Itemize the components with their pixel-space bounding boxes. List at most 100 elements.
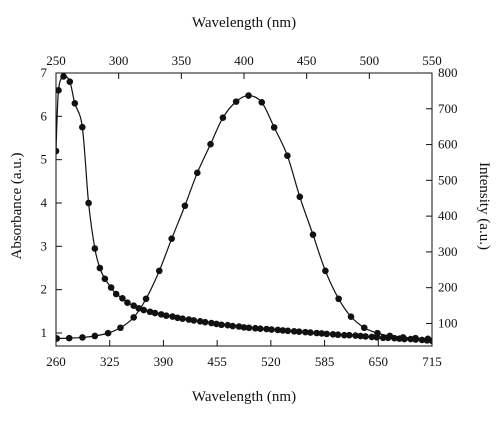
- top-axis-tick-label: 300: [109, 53, 129, 68]
- series-2-point: [386, 332, 394, 340]
- series-1: [56, 73, 432, 345]
- series-1-point: [201, 318, 209, 326]
- series-1-point: [213, 320, 220, 328]
- series-1-point: [362, 333, 369, 340]
- series-1-point: [79, 123, 86, 131]
- series-1-point: [334, 331, 342, 339]
- bottom-axis-tick-label: 585: [315, 354, 335, 369]
- series-1-point: [279, 327, 287, 334]
- series-2-point: [117, 324, 124, 332]
- series-1-point: [169, 313, 176, 320]
- right-axis-tick-label: 800: [438, 65, 458, 80]
- series-1-point: [56, 147, 60, 155]
- series-2-point: [56, 335, 61, 342]
- series-1-point: [218, 321, 225, 329]
- series-1-point: [274, 326, 282, 334]
- series-2-point: [335, 295, 342, 303]
- series-1-point: [56, 87, 62, 94]
- series-2-point: [245, 92, 252, 99]
- right-axis-tick-label: 100: [438, 315, 458, 330]
- series-2-point: [207, 140, 214, 148]
- series-2-point: [65, 334, 73, 342]
- series-1-point: [179, 315, 186, 323]
- series-2-point: [374, 329, 381, 337]
- series-1-point: [208, 319, 215, 327]
- series-2-point: [142, 295, 150, 303]
- series-1-point: [119, 295, 126, 302]
- bottom-axis-tick-label: 325: [100, 354, 120, 369]
- series-1-point: [190, 317, 198, 324]
- left-axis-tick-label: 3: [41, 238, 48, 253]
- series-2-point: [194, 169, 201, 177]
- series-2-point: [130, 314, 137, 321]
- right-axis-tick-label: 300: [438, 244, 458, 259]
- series-1-point: [229, 322, 237, 330]
- series-2-point: [258, 99, 266, 106]
- series-1-point: [196, 318, 204, 325]
- bottom-axis-tick-label: 650: [369, 354, 389, 369]
- series-2-point: [270, 124, 278, 131]
- series-1-point: [302, 328, 309, 336]
- left-axis-tick-label: 6: [41, 108, 48, 123]
- series-2-point: [219, 114, 227, 122]
- series-1-point: [235, 323, 243, 330]
- series-2-point: [284, 152, 291, 159]
- series-1-point: [107, 284, 115, 291]
- series-1-point: [263, 325, 270, 333]
- series-1-point: [256, 325, 264, 332]
- right-axis-title: Intensity (a.u.): [476, 162, 492, 250]
- series-2-point: [91, 332, 99, 340]
- left-axis-tick-label: 1: [41, 325, 48, 340]
- bottom-axis-title: Wavelength (nm): [192, 389, 296, 405]
- bottom-axis-tick-label: 260: [46, 354, 66, 369]
- series-1-point: [91, 245, 99, 252]
- left-axis-title: Absorbance (a.u.): [9, 152, 25, 259]
- top-axis-tick-label: 450: [297, 53, 317, 68]
- series-1-point: [185, 316, 193, 323]
- series-2-point: [296, 193, 304, 201]
- top-axis-tick-label: 350: [172, 53, 192, 68]
- series-1-point: [268, 326, 275, 333]
- series-1-point: [357, 332, 364, 340]
- series-2-point: [412, 334, 419, 342]
- bottom-axis-tick-label: 455: [207, 354, 227, 369]
- left-axis-tick-label: 5: [41, 152, 48, 167]
- series-2-point: [322, 267, 329, 275]
- series-2-point: [360, 324, 368, 332]
- series-1-point: [124, 299, 131, 306]
- series-2-line: [56, 94, 428, 340]
- left-axis-tick-label: 7: [41, 65, 48, 80]
- series-1-point: [290, 327, 298, 335]
- series-1-point: [146, 308, 154, 316]
- top-axis-tick-label: 400: [234, 53, 254, 68]
- series-1-point: [162, 312, 170, 319]
- series-1-point: [135, 305, 143, 312]
- plot-frame: [55, 72, 433, 347]
- series-1-point: [295, 328, 303, 336]
- bottom-axis-tick-label: 390: [154, 354, 174, 369]
- series-2: [56, 92, 432, 343]
- series-1-point: [85, 199, 92, 207]
- series-2-point: [232, 98, 240, 105]
- series-1-point: [224, 321, 232, 329]
- series-1-point: [345, 331, 353, 339]
- bottom-axis-tick-label: 520: [261, 354, 281, 369]
- top-axis-tick-label: 500: [360, 53, 380, 68]
- series-2-point: [424, 335, 432, 343]
- top-axis-tick-label: 550: [422, 53, 442, 68]
- right-axis-tick-label: 500: [438, 172, 458, 187]
- series-1-point: [174, 314, 181, 322]
- series-1-point: [66, 78, 74, 85]
- series-1-point: [379, 334, 387, 342]
- series-1-point: [329, 331, 337, 338]
- series-1-point: [112, 290, 120, 298]
- plot-area: [56, 73, 432, 345]
- series-1-point: [60, 73, 67, 80]
- top-axis-tick-label: 250: [46, 53, 66, 68]
- series-1-point: [251, 324, 259, 332]
- series-1-point: [284, 327, 292, 335]
- series-2-point: [181, 202, 189, 210]
- series-1-point: [340, 331, 348, 339]
- right-axis-tick-label: 400: [438, 208, 458, 223]
